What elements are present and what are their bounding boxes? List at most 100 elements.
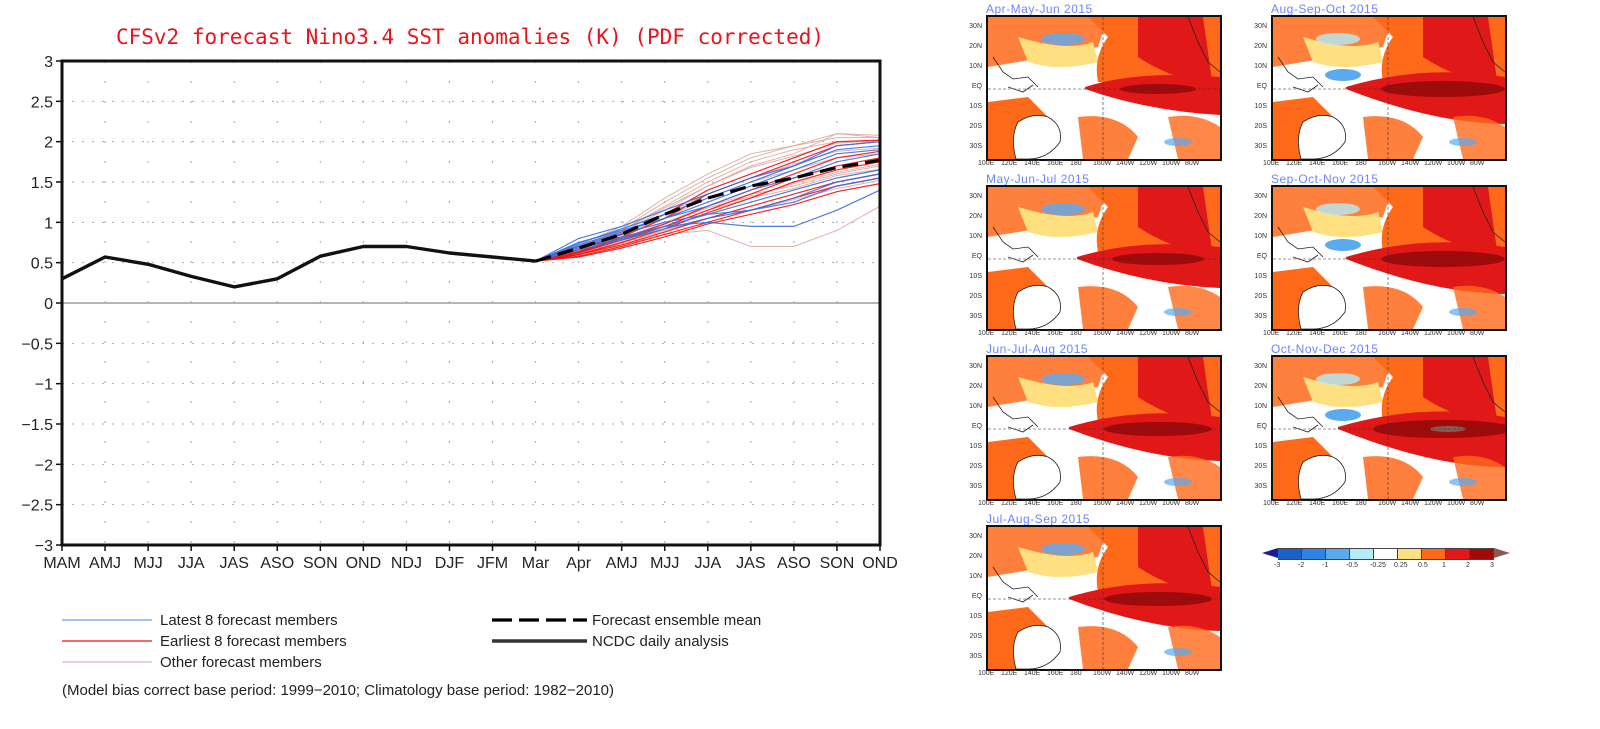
latitude-label: 20N: [969, 213, 982, 220]
cool-anomaly-north: [1316, 33, 1360, 45]
warm-region-coast: [1423, 17, 1498, 87]
cool-anomaly-north: [1041, 373, 1085, 385]
longitude-label: 180: [1070, 330, 1082, 337]
colorbar-label: 2: [1466, 562, 1470, 569]
x-tick-label: JAS: [220, 555, 249, 572]
longitude-label: 180: [1070, 500, 1082, 507]
longitude-labels: 100E 120E 140E 160E 180 160W 140W 120W 100W 80W: [1263, 330, 1513, 340]
cool-anomaly-south: [1164, 308, 1192, 316]
y-tick-label: 1.5: [31, 175, 53, 192]
latitude-label: 20N: [969, 43, 982, 50]
longitude-label: 100W: [1447, 160, 1466, 167]
land-australia: [1013, 114, 1061, 159]
map-field: [988, 187, 1220, 329]
cool-anomaly-south: [1449, 308, 1477, 316]
map-panel: Jun-Jul-Aug 2015 30N 20N 10N EQ 10S 20S 30S 100E…: [948, 342, 1222, 517]
warm-region-southeast: [1168, 625, 1220, 669]
colorbar-segment: [1262, 548, 1278, 558]
latitude-label: 10S: [1254, 273, 1267, 280]
warm-region-south: [1078, 626, 1138, 669]
longitude-label: 100E: [1263, 160, 1280, 167]
longitude-label: 80W: [1185, 330, 1200, 337]
anomaly-region-yellow-band: [1303, 37, 1383, 67]
latitude-label: 10S: [969, 273, 982, 280]
cool-anomaly-west: [1325, 409, 1361, 421]
colorbar-label: 1: [1442, 562, 1446, 569]
sst-anomaly-map: [1271, 185, 1507, 331]
colorbar-segment: [1302, 548, 1326, 560]
longitude-label: 140E: [1024, 500, 1041, 507]
longitude-label: 140E: [1024, 330, 1041, 337]
cool-anomaly-west: [1325, 69, 1361, 81]
warm-region-southeast: [1168, 455, 1220, 499]
x-tick-label: OND: [346, 555, 382, 572]
cool-anomaly-north: [1041, 203, 1085, 215]
land-australia: [1013, 284, 1061, 329]
y-tick-label: −1.5: [21, 417, 53, 434]
colorbar-label: 3: [1490, 562, 1494, 569]
latitude-label: 10N: [969, 63, 982, 70]
land-australia: [1298, 114, 1346, 159]
longitude-label: 120W: [1139, 670, 1158, 677]
map-field: [988, 527, 1220, 669]
latitude-label: EQ: [971, 423, 982, 430]
map-field: [1273, 187, 1505, 329]
latitude-label: 10N: [969, 573, 982, 580]
anomaly-region-yellow-band: [1018, 377, 1098, 407]
colorbar-segment: [1470, 548, 1494, 560]
longitude-label: 100E: [978, 500, 995, 507]
latitude-labels: 30N 20N 10N EQ 10S 20S 30S: [1241, 355, 1269, 497]
longitude-labels: 100E 120E 140E 160E 180 160W 140W 120W 100W 80W: [978, 670, 1228, 680]
longitude-label: 140E: [1309, 500, 1326, 507]
colorbar-label: -1: [1322, 562, 1329, 569]
latitude-label: EQ: [971, 593, 982, 600]
map-panel: Jul-Aug-Sep 2015 30N 20N 10N EQ 10S 20S 30S 100E…: [948, 512, 1222, 687]
warm-region-south: [1078, 116, 1138, 159]
latitude-label: 10S: [1254, 103, 1267, 110]
land-australia: [1298, 454, 1346, 499]
warm-region-southeast: [1453, 285, 1505, 329]
latitude-label: 20N: [969, 553, 982, 560]
x-tick-label: JJA: [178, 555, 205, 572]
longitude-label: 160E: [1047, 330, 1064, 337]
warm-region-coast: [1138, 17, 1213, 87]
longitude-label: 80W: [1185, 670, 1200, 677]
equatorial-warm-tongue: [1085, 74, 1220, 115]
longitude-label: 80W: [1185, 500, 1200, 507]
member-line-earliest-8-forecast-members-5: [535, 161, 881, 262]
legend-label-ncdc: NCDC daily analysis: [592, 633, 729, 650]
longitude-labels: 100E 120E 140E 160E 180 160W 140W 120W 100W 80W: [978, 500, 1228, 510]
longitude-label: 180: [1355, 160, 1367, 167]
colorbar-segment: [1278, 548, 1302, 560]
map-title: May-Jun-Jul 2015: [986, 172, 1090, 186]
x-tick-label: NDJ: [391, 555, 422, 572]
sst-anomaly-map: [986, 355, 1222, 501]
land-maritime-continent: [1277, 396, 1324, 433]
land-maritime-continent: [1277, 56, 1324, 93]
sst-anomaly-map: [1271, 15, 1507, 161]
latitude-label: 30N: [969, 193, 982, 200]
colorbar-label: -0.25: [1370, 562, 1386, 569]
land-americas: [1472, 187, 1505, 243]
latitude-label: 10N: [969, 233, 982, 240]
longitude-label: 160E: [1332, 500, 1349, 507]
longitude-labels: 100E 120E 140E 160E 180 160W 140W 120W 100W 80W: [1263, 160, 1513, 170]
land-americas: [1187, 17, 1220, 73]
x-tick-label: Apr: [566, 555, 592, 572]
map-title: Jun-Jul-Aug 2015: [986, 342, 1089, 356]
map-field: [1273, 357, 1505, 499]
cool-anomaly-north: [1316, 203, 1360, 215]
longitude-label: 160W: [1378, 160, 1397, 167]
warm-region-south: [1363, 116, 1423, 159]
colorbar-segment: [1446, 548, 1470, 560]
y-tick-label: 1: [44, 215, 53, 232]
land-americas: [1472, 17, 1505, 73]
member-line-earliest-8-forecast-members-7: [535, 183, 881, 262]
colorbar-label: -0.5: [1346, 562, 1359, 569]
longitude-label: 80W: [1185, 160, 1200, 167]
longitude-label: 100W: [1447, 500, 1466, 507]
y-tick-label: 3: [44, 54, 53, 71]
latitude-label: 30N: [969, 533, 982, 540]
sst-anomaly-map: [1271, 355, 1507, 501]
longitude-label: 120E: [1001, 160, 1018, 167]
